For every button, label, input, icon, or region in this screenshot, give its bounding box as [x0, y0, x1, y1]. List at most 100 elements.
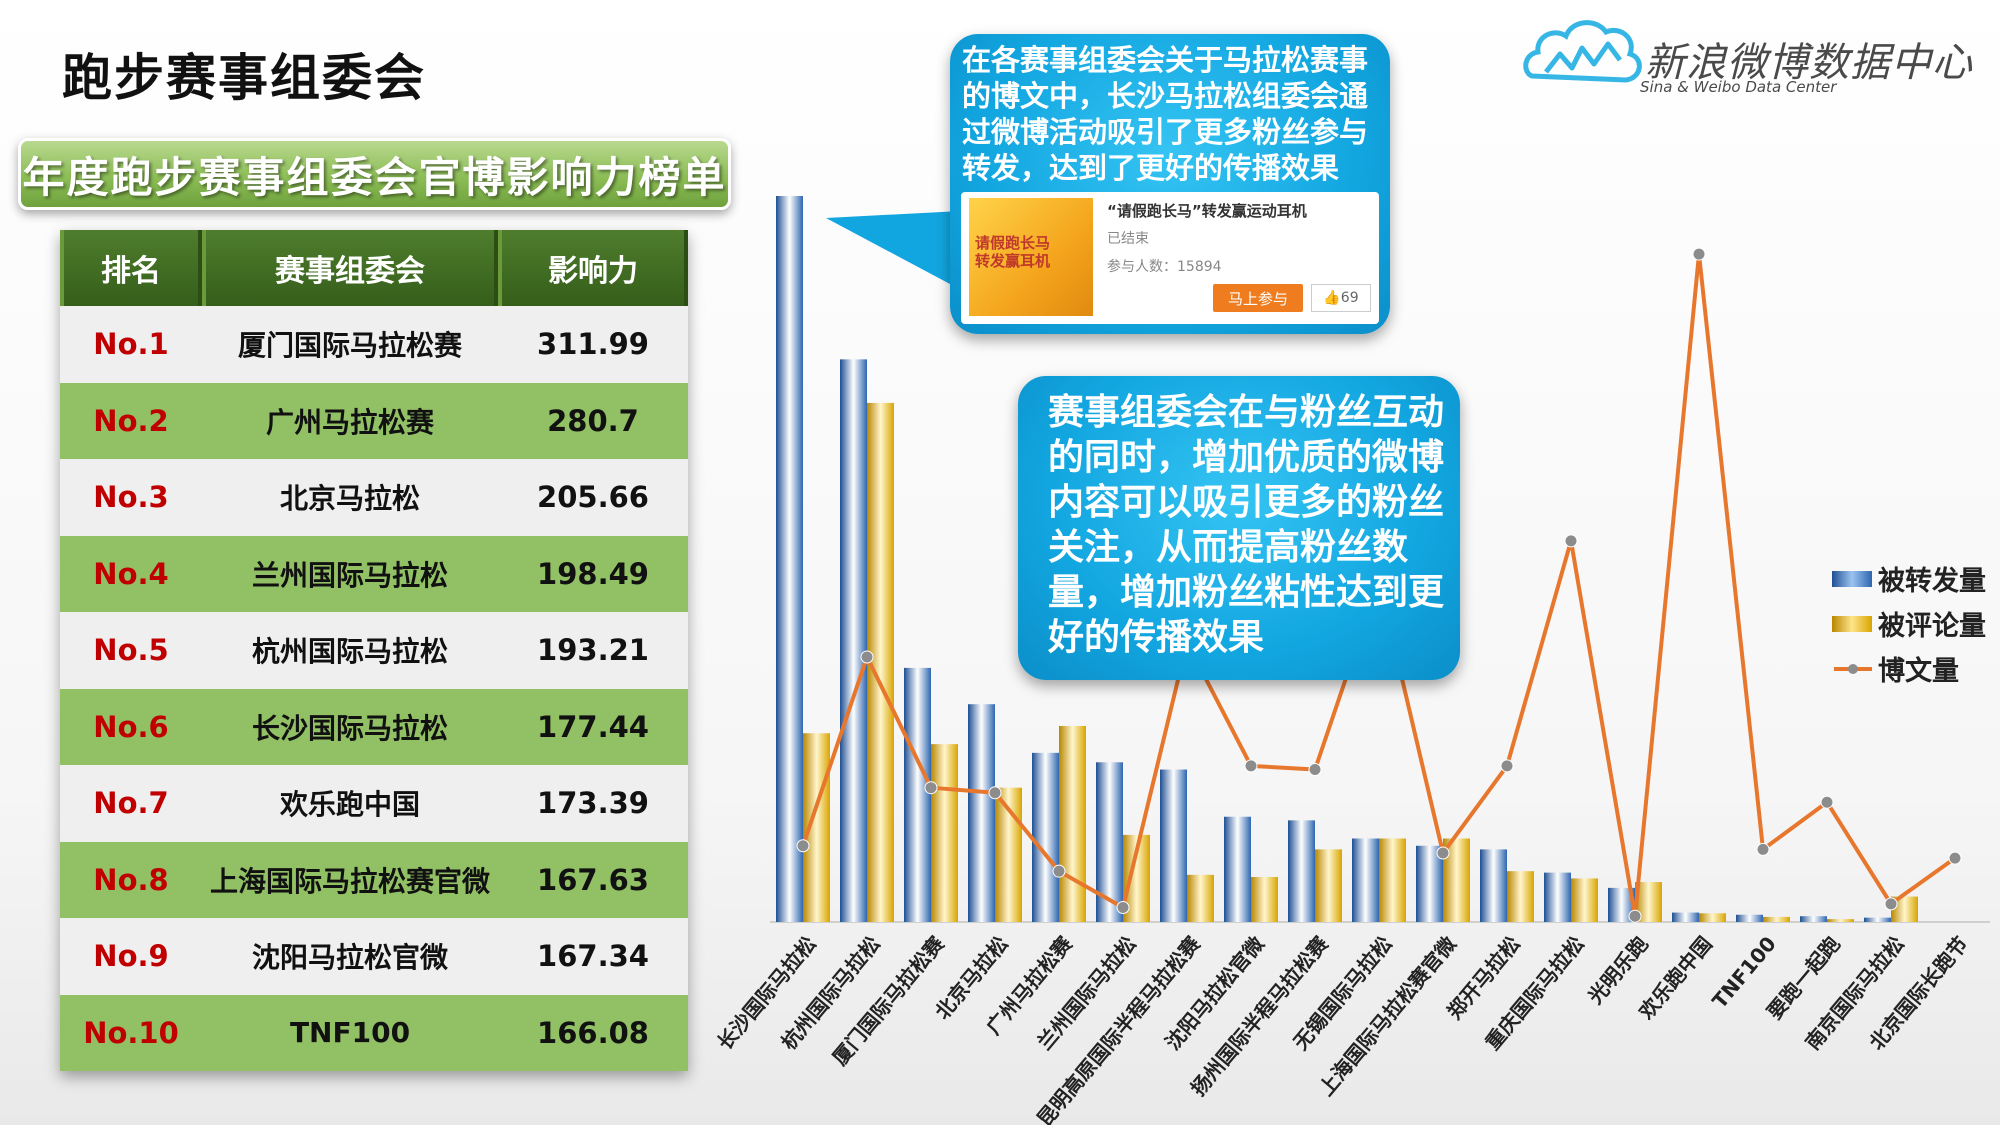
bar-reposts [1544, 872, 1571, 922]
rank-cell: No.2 [93, 403, 169, 438]
page-title: 跑步赛事组委会 [62, 49, 426, 107]
score-cell: 198.49 [537, 556, 649, 591]
point-posts [924, 781, 938, 795]
legend-swatch-posts [1834, 663, 1872, 674]
ranking-table: 排名 赛事组委会 影响力 No.1 厦门国际马拉松赛 311.99 No.2 广州马拉松… [60, 230, 688, 1071]
bar-reposts [1416, 845, 1443, 922]
sina-weibo-logo-icon [1523, 20, 1642, 83]
point-posts [1820, 795, 1834, 809]
bar-reposts [1736, 914, 1763, 922]
bar-reposts [1864, 917, 1891, 922]
bar-reposts [840, 359, 867, 923]
point-posts [860, 650, 874, 664]
point-posts [1244, 759, 1258, 773]
bar-reposts [1032, 752, 1059, 922]
point-posts [1756, 842, 1770, 856]
ranking-banner: 年度跑步赛事组委会官博影响力榜单 [18, 138, 731, 210]
header-score: 影响力 [498, 230, 688, 306]
point-posts [1628, 909, 1642, 923]
legend-label-reposts: 被转发量 [1878, 566, 1986, 597]
point-posts [1500, 759, 1514, 773]
rank-cell: No.10 [83, 1015, 179, 1050]
rank-cell: No.8 [93, 862, 169, 897]
name-cell: 北京马拉松 [279, 482, 420, 516]
rank-cell: No.3 [93, 480, 169, 515]
score-cell: 167.34 [537, 939, 649, 974]
rank-cell: No.1 [93, 327, 169, 362]
callout-bubble-1: 在各赛事组委会关于马拉松赛事的博文中，长沙马拉松组委会通过微博活动吸引了更多粉丝… [950, 34, 1390, 334]
bar-comments [1187, 874, 1214, 922]
name-cell: 欢乐跑中国 [279, 788, 420, 822]
x-tick-label: 厦门国际马拉松赛 [828, 931, 950, 1070]
bar-comments [1699, 913, 1726, 922]
rank-cell: No.4 [93, 556, 169, 591]
table-row: No.10 TNF100 166.08 [60, 994, 688, 1071]
legend-label-posts: 博文量 [1878, 656, 1959, 687]
score-cell: 167.63 [537, 862, 649, 897]
legend-label-comments: 被评论量 [1878, 611, 1986, 642]
activity-status: 已结束 [1107, 231, 1149, 247]
table-row: No.3 北京马拉松 205.66 [60, 459, 688, 536]
bar-reposts [1288, 820, 1315, 922]
join-button[interactable]: 马上参与 [1213, 284, 1303, 312]
score-cell: 205.66 [537, 480, 649, 515]
bar-comments [1507, 871, 1534, 922]
legend-item-comments: 被评论量 [1832, 601, 1986, 646]
name-cell: 广州马拉松赛 [265, 405, 434, 439]
bar-reposts [1672, 912, 1699, 922]
table-row: No.1 厦门国际马拉松赛 311.99 [60, 306, 688, 383]
bar-reposts [1160, 769, 1187, 922]
legend-swatch-reposts [1832, 570, 1872, 587]
bar-comments [1059, 725, 1086, 922]
bar-comments [1763, 916, 1790, 922]
bar-reposts [1800, 916, 1827, 922]
point-posts [1884, 897, 1898, 911]
like-count: 69 [1340, 290, 1359, 306]
score-cell: 173.39 [537, 786, 649, 821]
logo-text: 新浪微博数据中心 [1645, 40, 1973, 86]
bar-comments [931, 744, 958, 922]
bar-reposts [1352, 838, 1379, 922]
legend-swatch-comments [1832, 615, 1872, 632]
table-row: No.7 欢乐跑中国 173.39 [60, 765, 688, 842]
score-cell: 311.99 [537, 327, 649, 362]
score-cell: 177.44 [537, 709, 649, 744]
table-row: No.2 广州马拉松赛 280.7 [60, 382, 688, 459]
like-button[interactable]: 👍 69 [1311, 284, 1371, 312]
header-name: 赛事组委会 [202, 230, 498, 306]
point-posts [1948, 851, 1962, 865]
point-posts [1692, 247, 1706, 261]
table-row: No.8 上海国际马拉松赛官微 167.63 [60, 841, 688, 918]
table-row: No.9 沈阳马拉松官微 167.34 [60, 918, 688, 995]
activity-participants: 参与人数：15894 [1107, 259, 1222, 275]
point-posts [1308, 763, 1322, 777]
bar-reposts [1480, 849, 1507, 922]
logo-subtext: Sina & Weibo Data Center [1640, 78, 1837, 96]
chart-legend: 被转发量 被评论量 博文量 [1832, 556, 1986, 691]
bar-reposts [968, 704, 995, 922]
callout2-text: 赛事组委会在与粉丝互动的同时，增加优质的微博内容可以吸引更多的粉丝关注，从而提高… [1048, 392, 1445, 658]
rank-cell: No.5 [93, 633, 169, 668]
point-posts [1116, 900, 1130, 914]
table-row: No.5 杭州国际马拉松 193.21 [60, 612, 688, 689]
rank-cell: No.6 [93, 709, 169, 744]
bar-reposts [776, 196, 803, 922]
name-cell: 厦门国际马拉松赛 [237, 329, 462, 363]
table-body: No.1 厦门国际马拉松赛 311.99 No.2 广州马拉松赛 280.7 No.3 北京马… [60, 306, 688, 1071]
callout1-text: 在各赛事组委会关于马拉松赛事的博文中，长沙马拉松组委会通过微博活动吸引了更多粉丝… [962, 43, 1369, 185]
point-posts [1564, 534, 1578, 548]
thumbs-up-icon: 👍 [1323, 290, 1341, 306]
point-posts [1052, 864, 1066, 878]
name-cell: 上海国际马拉松赛官微 [209, 864, 490, 898]
activity-image: 请假跑长马转发赢耳机 [969, 198, 1093, 316]
point-posts [796, 839, 810, 853]
score-cell: 280.7 [547, 403, 639, 438]
table-row: No.6 长沙国际马拉松 177.44 [60, 688, 688, 765]
name-cell: 长沙国际马拉松 [251, 711, 448, 745]
point-posts [1436, 846, 1450, 860]
activity-image-text: 请假跑长马转发赢耳机 [975, 234, 1051, 270]
bar-comments [1251, 876, 1278, 922]
weibo-activity-card[interactable]: 请假跑长马转发赢耳机 “请假跑长马”转发赢运动耳机 已结束 参与人数：15894… [961, 192, 1379, 324]
bar-reposts [1224, 816, 1251, 922]
